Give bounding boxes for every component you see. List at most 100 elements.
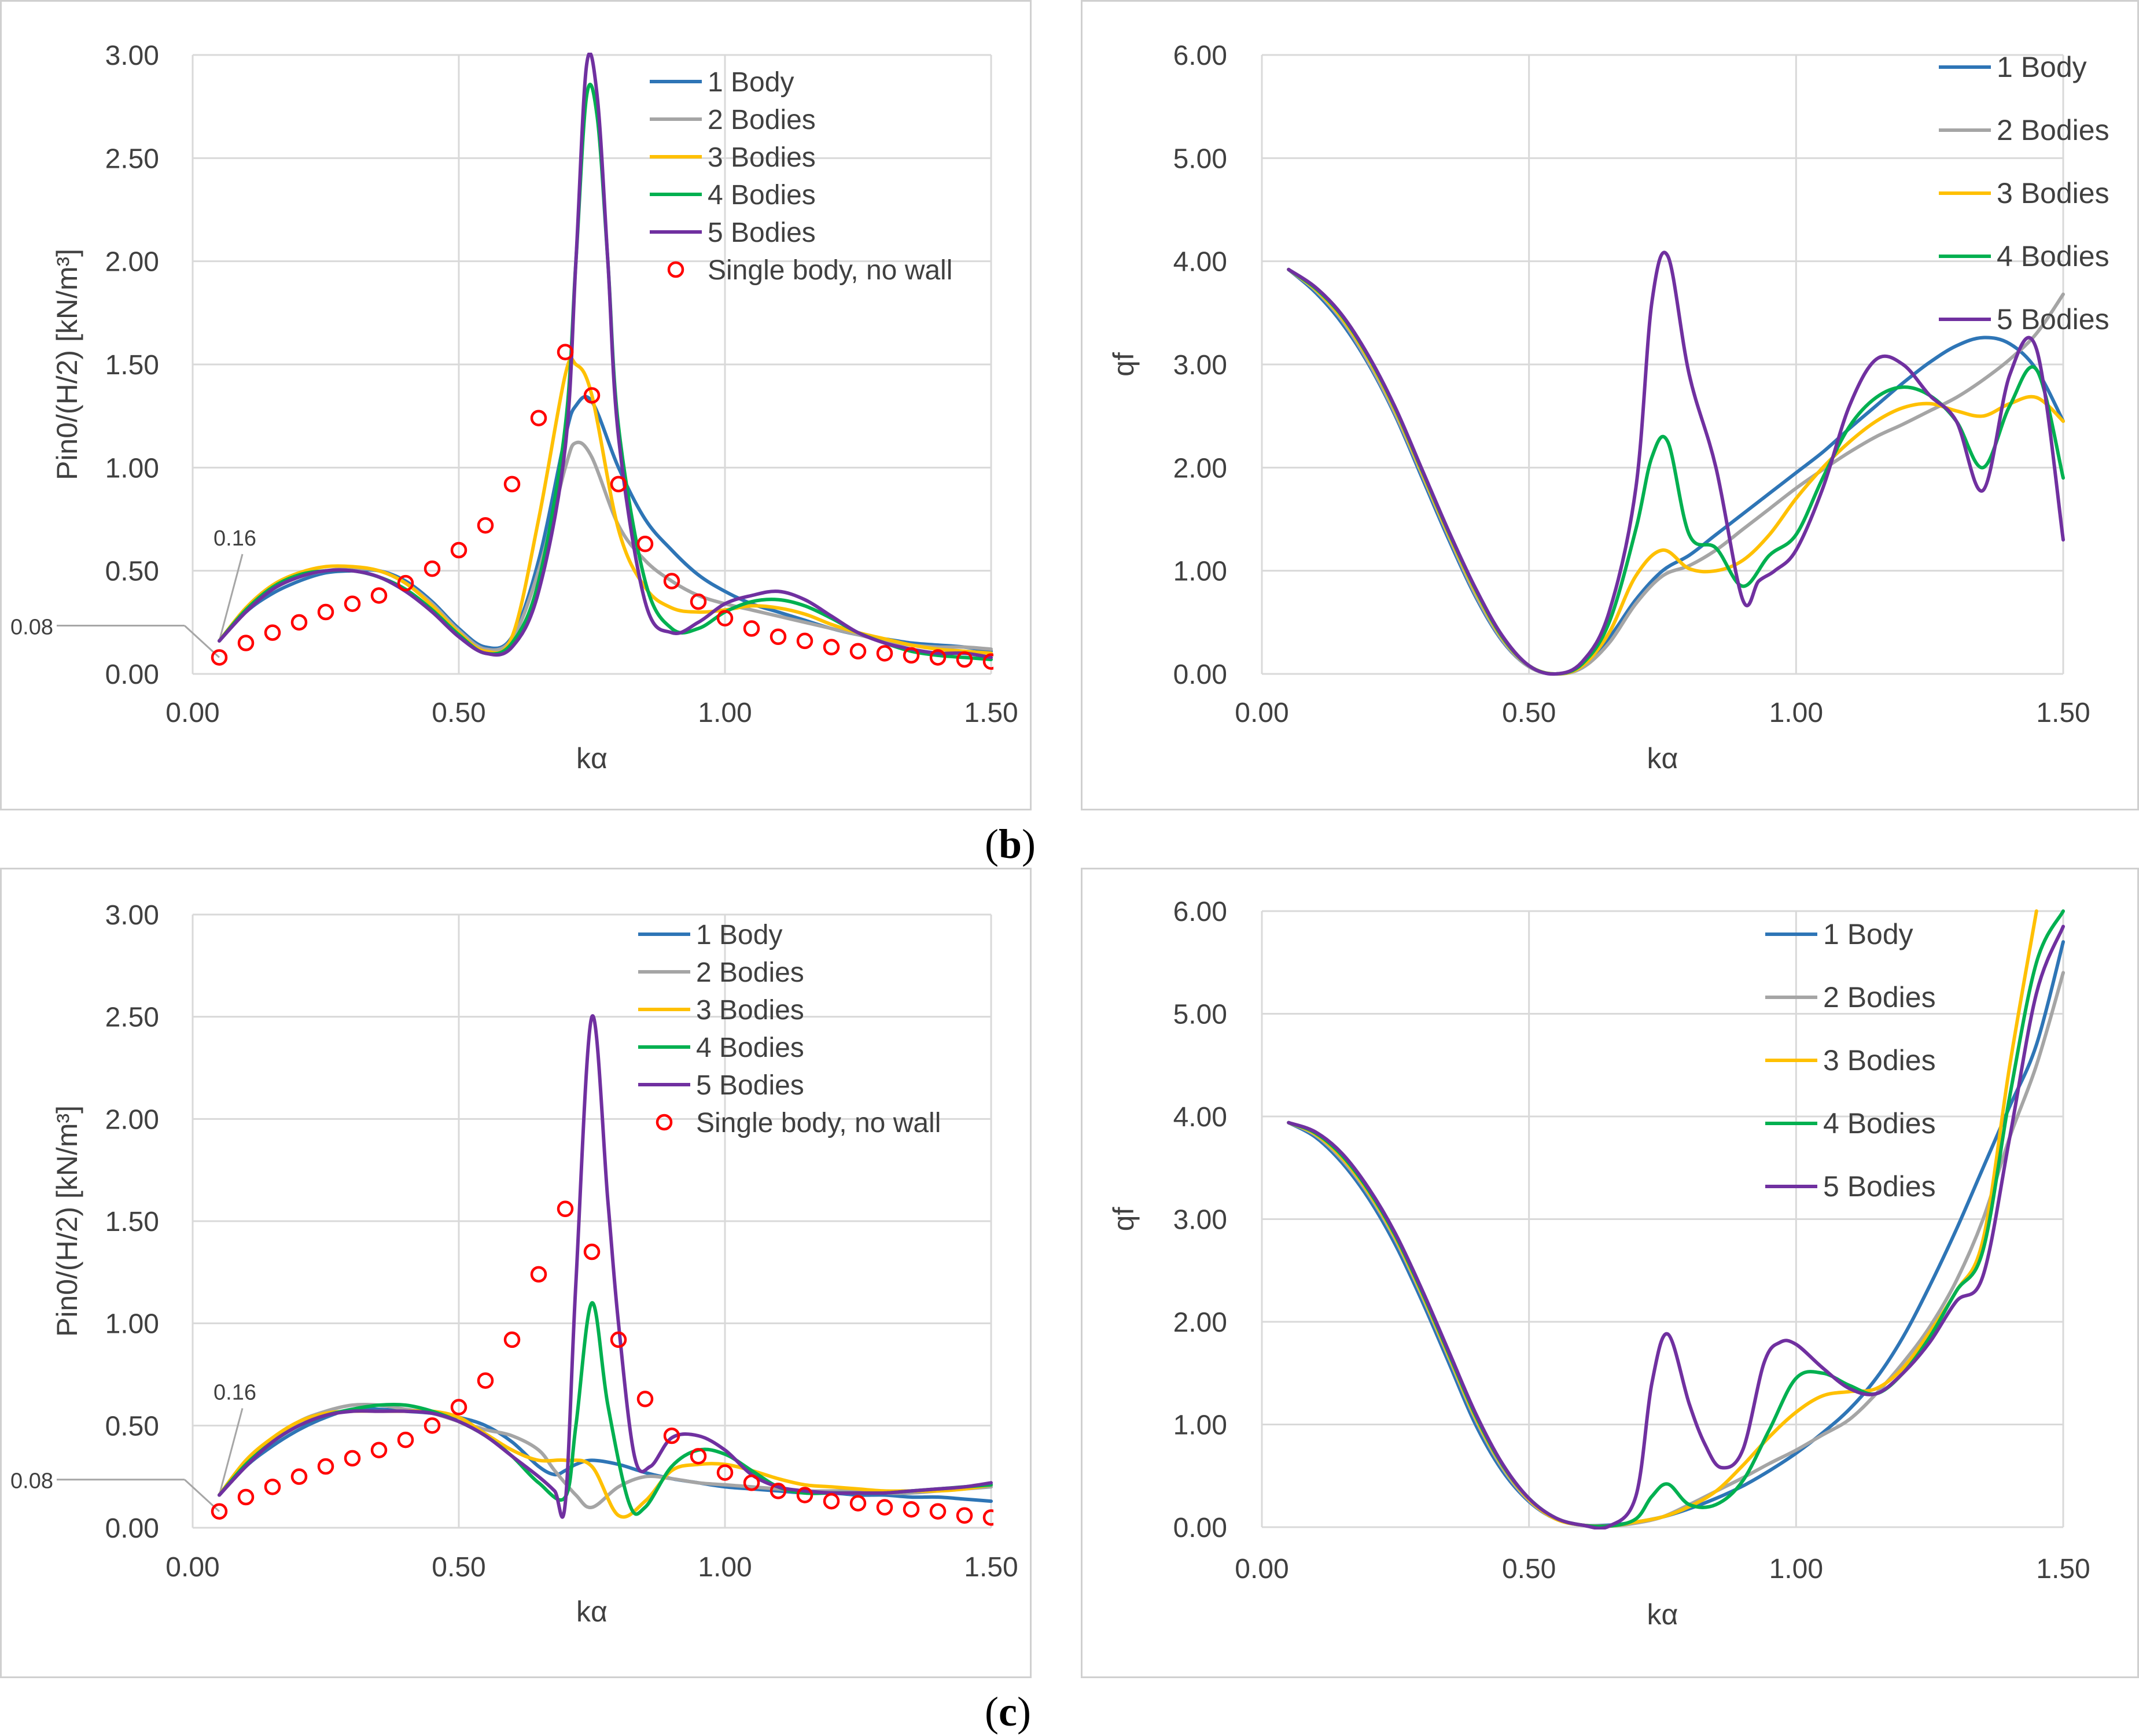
c-left-legend-entry-1-body: 1 Body [638, 920, 782, 950]
c-right-ytick-label: 5.00 [1173, 1000, 1227, 1030]
b-left-annotation-leader-0 [218, 554, 244, 642]
c-left-series-single-body-no-wall-marker [397, 1431, 414, 1448]
c-right-series-1-body-line [1287, 940, 2065, 1528]
b-left-series-single-body-no-wall-marker [663, 573, 680, 589]
b-left-legend-label: 1 Body [708, 67, 794, 98]
c-right-legend-entry-2-bodies: 2 Bodies [1765, 981, 1936, 1013]
b-left-xtick-label: 1.00 [698, 698, 752, 728]
c-right-xtick-label: 1.50 [2036, 1554, 2090, 1584]
b-left-series-single-body-no-wall-marker [397, 574, 414, 592]
c-right-legend: 1 Body 2 Bodies 3 Bodies 4 Bodies 5 Bodies [1765, 918, 1936, 1203]
b-left-annotation-label-0: 0.16 [213, 526, 256, 551]
c-right-ylabel: qf [1107, 1207, 1140, 1232]
c-left-ylabel: Pin0/(H/2) [kN/m³] [51, 1105, 83, 1337]
c-right-legend-entry-4-bodies: 4 Bodies [1765, 1107, 1936, 1140]
b-left-series-single-body-no-wall-marker [956, 651, 973, 668]
b-left-series-1-body-line [218, 395, 993, 653]
b-right-ytick-label: 1.00 [1173, 556, 1227, 587]
c-left-series-single-body-no-wall-marker [770, 1483, 787, 1499]
b-left-series-single-body-no-wall [211, 344, 993, 670]
c-left-legend: 1 Body 2 Bodies 3 Bodies 4 Bodies 5 Bodies Si… [638, 920, 941, 1138]
c-left-ytick-label: 3.00 [105, 900, 159, 931]
c-left-xtick-label: 0.50 [432, 1552, 485, 1583]
b-right-gridlines [1261, 54, 2064, 675]
b-right-legend-label: 5 Bodies [1997, 303, 2109, 336]
b-left-xtick-label: 0.00 [165, 698, 219, 728]
c-left-series-single-body-no-wall-marker [211, 1503, 228, 1520]
c-left-plot-area [211, 1014, 993, 1526]
b-left-series-single-body-no-wall-marker [211, 649, 228, 666]
b-left-series-single-body-no-wall-marker [264, 624, 281, 641]
b-left-series-single-body-no-wall-marker [344, 595, 361, 612]
chart-b-left: 0.00 0.50 1.00 1.50 2.00 2.50 3.00 0.00 0.50 1.00… [10, 40, 1018, 775]
c-right-legend-label: 1 Body [1823, 918, 1913, 950]
b-left-series-single-body-no-wall-marker [237, 635, 255, 651]
c-left-series-single-body-no-wall-marker [530, 1266, 547, 1283]
c-left-legend-label: 2 Bodies [696, 957, 804, 988]
b-left-series-single-body-no-wall-marker [743, 620, 760, 637]
c-right-legend-label: 4 Bodies [1823, 1107, 1936, 1140]
b-left-xtick-label: 0.50 [432, 698, 485, 728]
b-left-legend-label: Single body, no wall [708, 255, 952, 286]
b-left-series-single-body-no-wall-marker [370, 587, 388, 604]
c-left-series-single-body-no-wall-marker [503, 1331, 521, 1348]
b-right-legend-entry-5-bodies: 5 Bodies [1939, 303, 2109, 336]
b-left-series-single-body-no-wall-marker [903, 647, 920, 664]
c-left-annotation-label-0: 0.16 [213, 1380, 256, 1405]
c-left-series-single-body-no-wall-marker [424, 1417, 441, 1434]
b-right-ytick-label: 2.00 [1173, 453, 1227, 484]
c-left-series-3-bodies-line [218, 1409, 993, 1519]
c-left-legend-label: 1 Body [696, 920, 782, 950]
c-left-series-single-body-no-wall-marker [290, 1468, 308, 1485]
b-right-xlabel: kα [1647, 742, 1678, 775]
b-right-legend-entry-2-bodies: 2 Bodies [1939, 114, 2109, 146]
b-left-legend-entry-2-bodies: 2 Bodies [650, 105, 816, 135]
c-right-legend-label: 2 Bodies [1823, 981, 1936, 1013]
b-right-xtick-label: 0.00 [1235, 698, 1288, 728]
b-left-ylabel: Pin0/(H/2) [kN/m³] [51, 249, 83, 480]
b-left-series-single-body-no-wall-marker [982, 653, 993, 670]
b-left-series-single-body-no-wall-marker [796, 632, 813, 650]
c-left-series-single-body-no-wall-marker [557, 1200, 574, 1218]
b-right-legend-label: 3 Bodies [1997, 177, 2109, 209]
b-left-series-single-body-no-wall-marker [823, 639, 840, 655]
c-left-xtick-label: 0.00 [165, 1552, 219, 1583]
b-right-legend: 1 Body 2 Bodies 3 Bodies 4 Bodies 5 Bodies [1939, 51, 2109, 336]
c-left-ytick-label: 2.00 [105, 1104, 159, 1135]
b-left-series-single-body-no-wall-marker [290, 614, 308, 631]
c-left-xlabel: kα [576, 1595, 608, 1628]
c-left-ytick-label: 2.50 [105, 1002, 159, 1033]
b-left-series-single-body-no-wall-marker [849, 643, 867, 660]
b-left-plot-area [211, 53, 993, 670]
c-left-legend-label: 4 Bodies [696, 1033, 804, 1063]
b-right-legend-entry-3-bodies: 3 Bodies [1939, 177, 2109, 209]
b-left-series-single-body-no-wall-marker [876, 645, 893, 662]
b-left-series-3-bodies-line [218, 356, 993, 655]
c-left-series-1-body-line [218, 1406, 993, 1503]
chart-panel-b-right: 0.00 1.00 2.00 3.00 4.00 5.00 6.00 0.00 0.50 1.00… [1081, 0, 2139, 810]
chart-panel-c-left: 0.00 0.50 1.00 1.50 2.00 2.50 3.00 0.00 0.50 1.00… [0, 868, 1032, 1678]
c-left-ytick-label: 0.00 [105, 1513, 159, 1544]
b-left-annotation-label-1: 0.08 [10, 615, 53, 639]
b-right-ytick-label: 5.00 [1173, 143, 1227, 174]
c-left-series-single-body-no-wall-marker [237, 1488, 255, 1506]
c-left-series-single-body-no-wall-marker [583, 1243, 601, 1260]
b-right-ytick-label: 3.00 [1173, 350, 1227, 381]
b-left-gridlines [192, 54, 992, 675]
chart-b-right: 0.00 1.00 2.00 3.00 4.00 5.00 6.00 0.00 0.50 1.00… [1107, 40, 2109, 775]
b-left-series-single-body-no-wall-marker [690, 593, 707, 610]
b-right-ytick-label: 6.00 [1173, 40, 1227, 71]
b-left-series-2-bodies-line [218, 440, 993, 652]
c-left-series-single-body-no-wall-marker [663, 1427, 680, 1444]
chart-c-left: 0.00 0.50 1.00 1.50 2.00 2.50 3.00 0.00 0.50 1.00… [10, 900, 1018, 1628]
b-right-ytick-label: 0.00 [1173, 659, 1227, 690]
c-right-xlabel: kα [1647, 1598, 1678, 1631]
b-left-legend-marker [667, 261, 684, 278]
b-right-legend-label: 1 Body [1997, 51, 2087, 83]
b-right-plot-area [1287, 250, 2065, 676]
b-left-series-single-body-no-wall-marker [716, 610, 734, 626]
b-right-xtick-label: 1.00 [1769, 698, 1823, 728]
c-left-series-single-body-no-wall-marker [450, 1399, 467, 1416]
c-left-series-single-body-no-wall-marker [982, 1509, 993, 1526]
c-right-series-5-bodies-line [1287, 924, 2065, 1529]
